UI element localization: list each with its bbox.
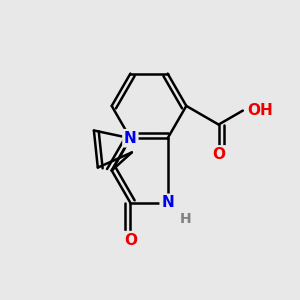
Text: O: O <box>124 232 137 247</box>
Text: N: N <box>161 195 174 210</box>
Text: OH: OH <box>247 103 272 118</box>
Text: N: N <box>124 131 137 146</box>
Text: O: O <box>212 147 225 162</box>
Text: H: H <box>179 212 191 226</box>
